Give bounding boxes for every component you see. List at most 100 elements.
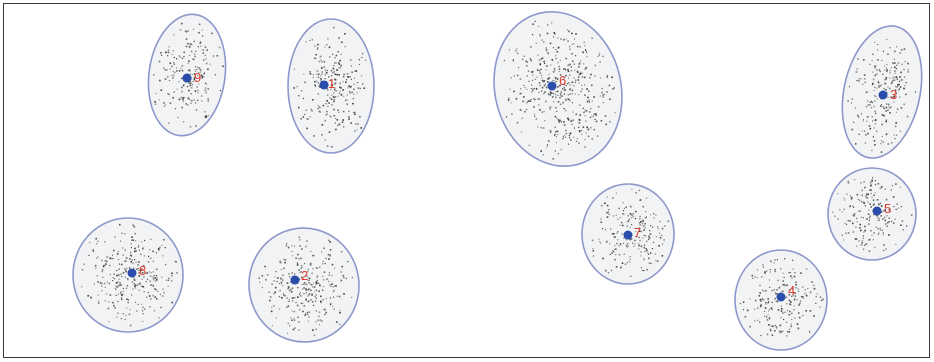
data-point [615, 249, 617, 251]
data-point [871, 101, 874, 104]
data-point [655, 214, 657, 216]
data-point [307, 277, 309, 280]
data-point [298, 258, 300, 260]
data-point [173, 62, 175, 64]
data-point [324, 119, 327, 122]
data-point [780, 317, 782, 319]
data-point [650, 225, 652, 227]
data-point [862, 118, 864, 121]
data-point [104, 265, 106, 267]
data-point [521, 117, 523, 119]
data-point [315, 57, 317, 59]
data-point [858, 210, 860, 212]
data-point [763, 290, 765, 292]
data-point [563, 107, 565, 110]
data-point [877, 182, 880, 185]
data-point [134, 259, 136, 261]
data-point [794, 292, 796, 294]
cluster-label-4: 4 [788, 283, 795, 298]
data-point [608, 98, 611, 101]
data-point [865, 243, 868, 245]
data-point [850, 195, 852, 197]
data-point [768, 301, 770, 303]
data-point [283, 258, 285, 261]
data-point [585, 132, 587, 134]
data-point [189, 43, 191, 45]
data-point [329, 97, 331, 99]
cluster-points-9 [152, 22, 225, 128]
data-point [137, 303, 139, 306]
data-point [552, 101, 555, 103]
data-point [339, 82, 341, 85]
data-point [894, 218, 896, 220]
data-point [749, 325, 751, 328]
data-point [795, 281, 797, 283]
data-point [305, 275, 307, 277]
data-point [305, 288, 308, 291]
data-point [855, 238, 858, 240]
data-point [612, 233, 615, 235]
data-point [631, 224, 633, 226]
data-point [843, 197, 845, 199]
data-point [892, 196, 895, 198]
data-point [551, 95, 554, 98]
data-point [338, 67, 340, 69]
data-point [323, 66, 325, 68]
data-point [631, 188, 633, 190]
data-point [554, 96, 557, 99]
data-point [104, 282, 106, 285]
data-point [554, 33, 556, 35]
data-point [580, 90, 582, 93]
data-point [261, 274, 264, 277]
data-point [327, 105, 329, 107]
data-point [896, 203, 898, 205]
data-point [328, 76, 330, 78]
data-point [515, 50, 517, 52]
data-point [805, 295, 808, 297]
data-point [614, 111, 616, 114]
data-point [852, 222, 854, 225]
data-point [209, 63, 211, 65]
data-point [883, 65, 886, 67]
data-point [885, 198, 888, 201]
data-point [804, 289, 806, 291]
data-point [363, 87, 365, 89]
data-point [340, 64, 342, 67]
data-point [359, 87, 361, 89]
data-point [342, 81, 344, 83]
data-point [853, 213, 856, 215]
data-point [781, 290, 783, 292]
data-point [549, 106, 551, 109]
data-point [579, 114, 582, 117]
data-point [546, 144, 549, 146]
data-point [635, 236, 637, 238]
data-point [876, 98, 879, 100]
data-point [631, 217, 633, 219]
data-point [623, 253, 625, 255]
cluster-label-1: 1 [328, 76, 335, 91]
data-point [578, 104, 581, 107]
data-point [874, 180, 876, 182]
data-point [594, 64, 597, 67]
data-point [854, 142, 857, 145]
data-point [541, 77, 543, 79]
data-point [628, 218, 630, 220]
data-point [322, 104, 325, 107]
data-point [94, 264, 97, 267]
data-point [866, 194, 868, 196]
data-point [529, 100, 532, 103]
data-point [570, 66, 573, 68]
data-point [872, 199, 875, 201]
cluster-1: 1 [287, 18, 375, 154]
data-point [181, 77, 183, 80]
data-point [868, 250, 871, 252]
data-point [136, 284, 138, 286]
data-point [887, 53, 889, 56]
data-point [168, 277, 170, 279]
data-point [648, 238, 650, 241]
data-point [882, 73, 884, 75]
data-point [172, 77, 174, 79]
data-point [291, 319, 293, 322]
data-point [855, 71, 858, 73]
data-point [650, 233, 652, 235]
